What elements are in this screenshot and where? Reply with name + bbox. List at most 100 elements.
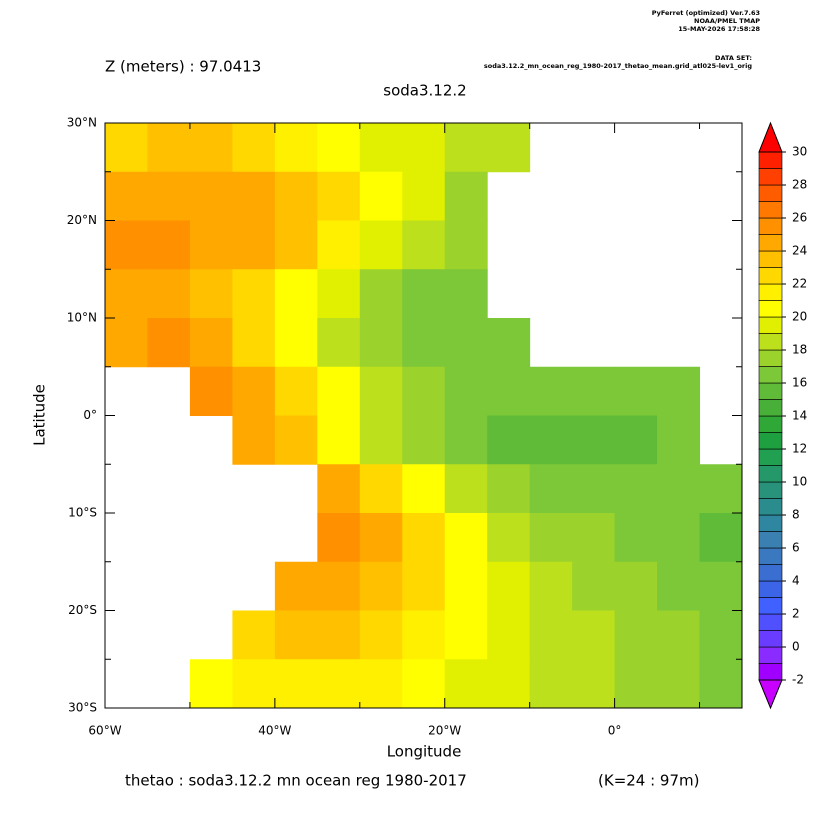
colorbar-label: 20 (792, 310, 807, 324)
colorbar-label: -2 (792, 673, 804, 687)
cell (444, 415, 488, 465)
cell (572, 464, 616, 514)
field (105, 123, 743, 709)
cell (359, 415, 403, 465)
cell (317, 318, 361, 368)
colorbar-label: 28 (792, 178, 807, 192)
cell (232, 269, 276, 319)
cell (657, 415, 701, 465)
y-tick-label: 20°N (67, 213, 97, 227)
cell (444, 610, 488, 660)
cell (529, 561, 573, 611)
cell (444, 123, 488, 173)
cell (402, 269, 446, 319)
cell (317, 610, 361, 660)
colorbar-label: 22 (792, 277, 807, 291)
colorbar-box (758, 580, 783, 598)
cell (105, 220, 148, 270)
cell (274, 171, 318, 221)
colorbar-box (758, 663, 783, 681)
colorbar-box (758, 564, 783, 582)
cell (487, 318, 531, 368)
cell (529, 415, 573, 465)
cell (317, 659, 361, 709)
colorbar-box (758, 646, 783, 664)
x-tick-label: 20°W (428, 724, 461, 738)
cell (317, 220, 361, 270)
cell (402, 318, 446, 368)
colorbar-box (758, 382, 783, 400)
dataset: soda3.12.2_mn_ocean_reg_1980-2017_thetao… (484, 62, 752, 70)
colorbar-over (758, 121, 783, 153)
colorbar-box (758, 630, 783, 648)
cell (444, 464, 488, 514)
cell (359, 171, 403, 221)
cell (487, 513, 531, 563)
cell (189, 366, 233, 416)
y-tick-label: 30°S (68, 701, 97, 715)
cell (444, 269, 488, 319)
cell (274, 366, 318, 416)
cell (105, 123, 148, 173)
cell (529, 610, 573, 660)
y-tick-label: 10°N (67, 311, 97, 325)
colorbar-box (758, 168, 783, 186)
cell (189, 171, 233, 221)
cell (359, 464, 403, 514)
cell (402, 123, 446, 173)
cell (232, 610, 276, 660)
cell (359, 269, 403, 319)
y-axis-label: Latitude (31, 384, 49, 446)
cell (232, 415, 276, 465)
cell (317, 269, 361, 319)
colorbar-box (758, 613, 783, 631)
colorbar-box (758, 250, 783, 268)
cell (529, 513, 573, 563)
cell (189, 659, 233, 709)
colorbar-box (758, 498, 783, 516)
cell (444, 659, 488, 709)
colorbar-box (758, 432, 783, 450)
colorbar-box (758, 300, 783, 318)
cell (657, 659, 701, 709)
cell (402, 513, 446, 563)
cell (189, 123, 233, 173)
cell (189, 220, 233, 270)
colorbar-box (758, 333, 783, 351)
cell (359, 123, 403, 173)
cell (487, 659, 531, 709)
colorbar-label: 8 (792, 508, 800, 522)
cell (444, 366, 488, 416)
colorbar-label: 6 (792, 541, 800, 555)
cell (402, 171, 446, 221)
cell (529, 366, 573, 416)
cell (444, 318, 488, 368)
cell (572, 366, 616, 416)
cell (317, 123, 361, 173)
cell (572, 659, 616, 709)
colorbar-label: 18 (792, 343, 807, 357)
cell (614, 561, 658, 611)
footer-level: (K=24 : 97m) (598, 772, 699, 790)
colorbar-label: 30 (792, 145, 807, 159)
cell (147, 220, 191, 270)
cell (317, 415, 361, 465)
cell (147, 269, 191, 319)
y-tick-label: 20°S (68, 603, 97, 617)
colorbar-label: 26 (792, 211, 807, 225)
cell (402, 220, 446, 270)
colorbar-box (758, 234, 783, 252)
cell (402, 659, 446, 709)
cell (274, 561, 318, 611)
cell (444, 171, 488, 221)
cell (274, 610, 318, 660)
y-tick-label: 10°S (68, 506, 97, 520)
cell (232, 123, 276, 173)
cell (402, 561, 446, 611)
cell (487, 366, 531, 416)
cell (699, 464, 743, 514)
colorbar-label: 16 (792, 376, 807, 390)
cell (444, 220, 488, 270)
